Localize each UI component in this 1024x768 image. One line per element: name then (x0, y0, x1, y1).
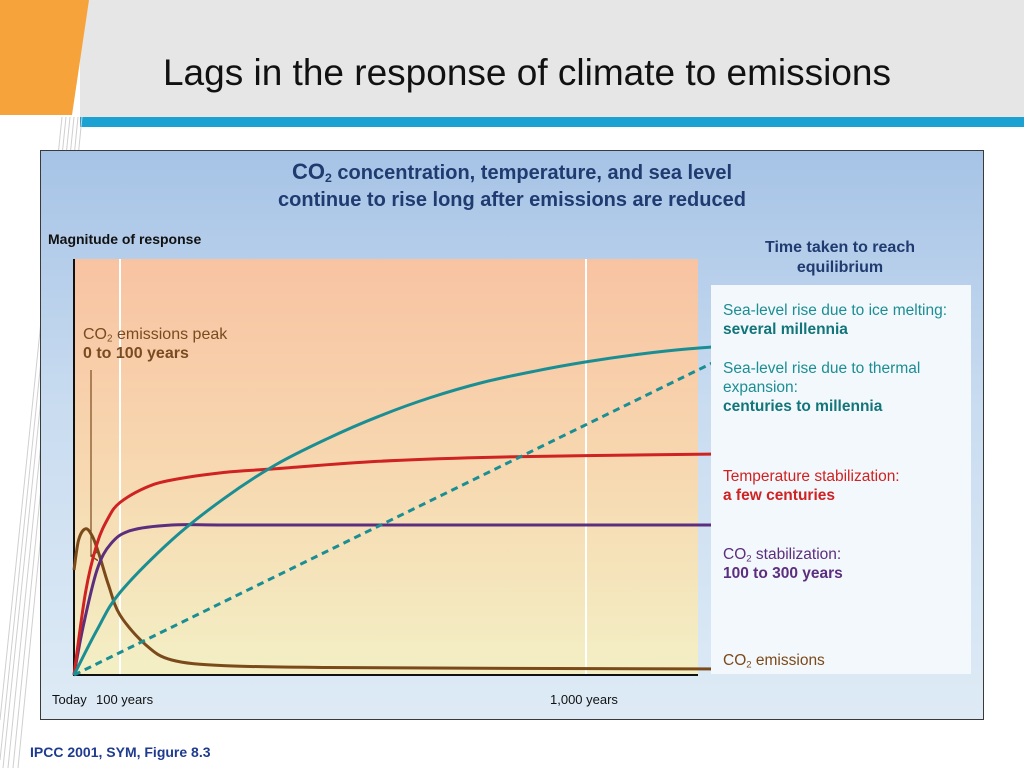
series-thermal-expansion (72, 343, 742, 676)
legend-co2-stabilization: CO2 stabilization: 100 to 300 years (723, 546, 843, 582)
x-tick-100-years: 100 years (96, 692, 154, 707)
legend-temperature: Temperature stabilization: a few centuri… (723, 468, 900, 504)
chart-title: CO2 concentration, temperature, and sea … (0, 158, 1024, 214)
emissions-peak-range: 0 to 100 years (83, 345, 189, 362)
slide-title: Lags in the response of climate to emiss… (162, 52, 892, 93)
title-band (80, 0, 1024, 117)
series-co2-emissions (72, 527, 742, 671)
chart-title-line2: continue to rise long after emissions ar… (278, 189, 746, 211)
legend-panel (711, 285, 971, 674)
series-co2-concentration (72, 523, 742, 676)
series-ice-melting (73, 347, 742, 677)
emissions-peak-annotation: CO2 emissions peak 0 to 100 years (83, 326, 228, 362)
source-citation: IPCC 2001, SYM, Figure 8.3 (30, 744, 211, 760)
y-axis-label: Magnitude of response (48, 231, 202, 247)
series-layer (72, 343, 742, 677)
chart-title-line1: CO2 concentration, temperature, and sea … (291, 159, 733, 186)
legend-co2-emissions: CO2 emissions (723, 652, 825, 671)
x-tick-1000-years: 1,000 years (550, 692, 618, 707)
x-tick-today: Today (52, 692, 87, 707)
plot-area (74, 259, 698, 675)
legend-ice-melting: Sea-level rise due to ice melting: sever… (723, 302, 948, 338)
legend-title: Time taken to reach equilibrium (765, 239, 915, 276)
title-underline (80, 117, 1024, 127)
legend-thermal-expansion: Sea-level rise due to thermal expansion:… (723, 360, 921, 415)
orange-accent (0, 0, 89, 115)
